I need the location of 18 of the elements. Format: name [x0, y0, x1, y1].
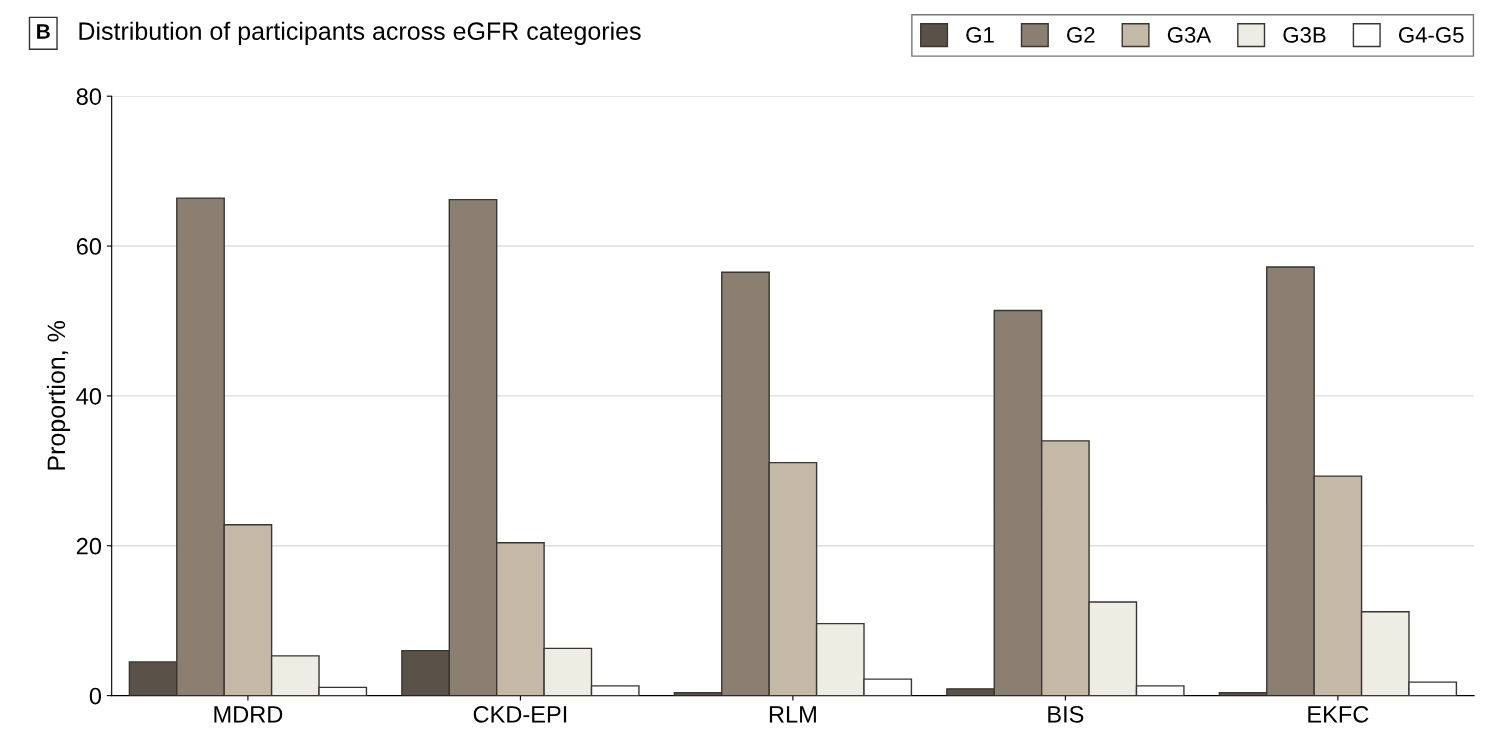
y-tick-label: 60: [76, 238, 102, 255]
x-tick-label: EKFC: [1308, 705, 1369, 723]
x-tick-label: MDRD: [214, 706, 283, 723]
legend-label: G2: [1067, 27, 1095, 43]
legend-label: G3A: [1167, 27, 1212, 43]
legend-label: G3B: [1283, 27, 1326, 43]
x-tick-label: CKD-EPI: [473, 705, 567, 723]
y-tick-label: 40: [76, 387, 102, 405]
y-tick-label: 80: [76, 88, 102, 105]
legend-label: G1: [966, 27, 994, 43]
y-tick-label: 20: [76, 537, 102, 555]
legend-label: G4-G5: [1398, 27, 1464, 43]
x-tick-label: RLM: [769, 706, 816, 723]
x-tick-label: BIS: [1048, 705, 1084, 723]
chart-title: Distribution of participants across eGFR categories: [79, 21, 641, 45]
y-axis-title: Proportion, %: [46, 321, 71, 470]
text: B: [37, 24, 50, 39]
y-tick-label: 0: [89, 687, 102, 705]
